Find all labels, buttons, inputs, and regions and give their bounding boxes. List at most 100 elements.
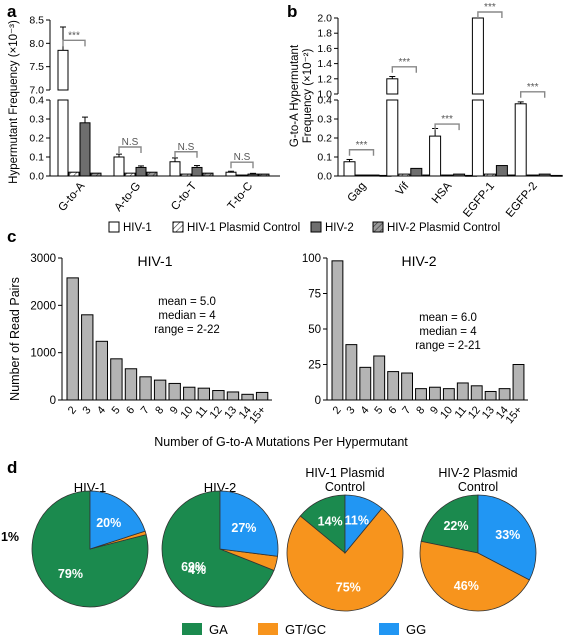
significance-bracket [348,149,375,156]
x-tick-label: Gag [346,180,369,204]
x-tick-label: 15+ [247,404,268,426]
bar [191,166,203,177]
legend-label: HIV-1 [123,222,152,234]
significance-bracket [391,66,417,73]
pie-slice [219,490,279,557]
y-tick-label: 0.3 [29,114,44,126]
x-tick-label: 7 [139,404,152,416]
bar [57,99,69,177]
panel-b: 0.0 0.1 0.2 0.3 0.41.0 1.2 1.4 1.6 1.8 2.0 *** Gag *… [317,2,563,220]
pie-label: 79% [58,567,83,581]
bar [202,172,214,177]
y-tick-label: 25 [308,360,321,372]
y-tick-label: 0 [315,395,321,407]
x-tick-label: C-to-T [169,180,199,213]
y-tick-label: 0 [50,395,56,407]
bar [169,161,181,177]
panel-a-ylabel: Hypermutant Frequency (×10⁻³) [8,20,20,184]
y-tick-label: 0.0 [29,171,44,183]
bar [124,368,138,401]
bar [498,388,511,401]
pie-label: 69% [181,560,206,574]
bar [456,382,469,401]
x-tick-label: 4 [358,404,371,416]
y-tick-label: 1.0 [317,89,332,101]
y-tick-label: 0.4 [317,95,332,107]
stat-text: median = 4 [419,326,477,338]
significance-label: *** [441,114,453,125]
y-tick-label: 0.0 [317,171,332,183]
significance-bracket [520,91,546,98]
bar [526,174,539,177]
pie-title: Control [325,480,365,494]
bar [139,376,152,401]
bar [90,172,102,177]
bar [183,386,196,401]
pie-label: 4% [188,563,206,577]
bar [471,17,484,95]
y-tick-label: 0.2 [29,133,44,145]
legend-label: GT/GC [285,622,326,637]
bar [124,172,136,177]
y-tick-label: 1000 [30,348,56,360]
significance-label: *** [484,2,496,13]
panel-c-xlabel: Number of G-to-A Mutations Per Hypermuta… [154,435,408,449]
bar [343,161,356,177]
pie-title: HIV-2 Plasmid [438,466,517,480]
y-tick-label: 0.4 [29,95,44,107]
bar [225,171,237,177]
pie-label: 20% [96,516,121,530]
y-tick-label: 50 [308,324,321,336]
significance-bracket [118,146,142,153]
y-tick-label: 1.2 [317,73,332,85]
legend-swatch [372,221,384,233]
bar [241,393,254,401]
pie-label: 11% [345,513,369,527]
x-tick-label: 6 [124,404,137,416]
legend-label: HIV-2 [325,222,354,234]
significance-label: N.S [178,142,195,153]
legend-swatch [310,221,322,233]
y-tick-label: 7.5 [29,61,44,73]
panel-b-ylabel-line1: G-to-A Hypermutant [289,44,301,147]
panel-c-ylabel: Number of Read Pairs [8,277,22,401]
bar [483,173,496,177]
legend-d: GA GT/GC GG [182,622,426,637]
y-tick-label: 1.8 [317,28,332,40]
legend-swatch [258,623,278,635]
bar [355,174,368,177]
pie-slice [344,494,383,555]
bar [410,167,423,177]
x-tick-label: T-to-C [226,180,256,212]
y-tick-label: 1.4 [317,58,332,70]
y-tick-label: 8.5 [29,15,44,27]
bar [110,358,123,401]
y-tick-label: 75 [308,289,321,301]
x-tick-label: 8 [153,404,166,416]
legend-swatch [379,623,399,635]
y-tick-label: 2.0 [317,13,332,25]
bar [345,344,358,401]
bar [79,122,91,177]
significance-bracket [434,123,460,131]
x-tick-label: G-to-A [56,180,87,214]
significance-label: *** [68,30,80,41]
bar [359,366,372,401]
panel-label-a: a [7,2,17,21]
x-tick-label: 3 [80,404,93,416]
significance-label: *** [356,140,368,151]
pie-title: Control [458,480,498,494]
bar [247,173,259,177]
significance-bracket [477,11,503,18]
y-tick-label: 1.6 [317,43,332,55]
bar [429,386,441,401]
bar [135,166,147,177]
y-tick-label: 100 [302,253,321,265]
pie-slice [299,494,346,554]
stat-text: mean = 6.0 [419,312,477,324]
bar [68,171,80,177]
bar [168,382,181,401]
pie-slice [89,490,146,550]
